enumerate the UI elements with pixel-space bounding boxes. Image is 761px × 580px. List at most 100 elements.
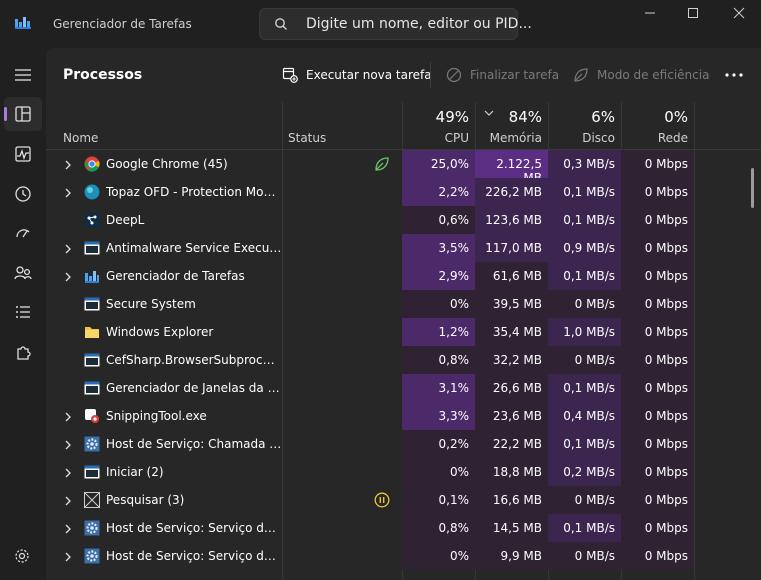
main-panel: Processos Executar nova tarefa Finalizar… [46, 48, 761, 580]
disk-value: 0,1 MB/s [548, 178, 621, 206]
speedometer-icon [16, 229, 30, 238]
process-name: Iniciar (2) [106, 465, 164, 479]
table-row[interactable]: Host de Serviço: Chamada de ... 0,2% 22,2 … [46, 430, 761, 458]
expand-chevron-icon[interactable] [65, 187, 71, 201]
cpu-value: 0% [402, 542, 475, 570]
window-app-icon [84, 296, 100, 312]
cpu-total-percent: 49% [435, 108, 469, 126]
table-row[interactable]: DeepL 0,6% 123,6 MB 0,1 MB/s 0 Mbps [46, 206, 761, 234]
process-name: Host de Serviço: Serviço de Re... [106, 521, 282, 535]
nav-app-history[interactable] [4, 177, 42, 211]
hamburger-menu-button[interactable] [4, 58, 42, 92]
table-row[interactable]: Windows Explorer 1,2% 35,4 MB 1,0 MB/s 0 Mbp… [46, 318, 761, 346]
end-task-button[interactable]: Finalizar tarefa [446, 64, 559, 86]
network-value: 0 Mbps [621, 206, 694, 234]
expand-chevron-icon[interactable] [65, 243, 71, 257]
maximize-button[interactable] [676, 4, 710, 24]
search-input[interactable]: Digite um nome, editor ou PID... [306, 16, 532, 32]
column-header-cpu[interactable]: 49% CPU [435, 108, 469, 145]
table-header: Nome Status 49% CPU 84% Memória 6% Disco… [46, 102, 761, 150]
table-row[interactable]: Iniciar (2) 0% 18,8 MB 0,2 MB/s 0 Mbps [46, 458, 761, 486]
search-app-icon [84, 492, 100, 508]
expand-chevron-icon[interactable] [65, 495, 71, 509]
nav-startup-apps[interactable] [4, 216, 42, 250]
table-row[interactable]: Antimalware Service Executable 3,5% 117,0 … [46, 234, 761, 262]
table-row[interactable]: Pesquisar (3) 0,1% 16,6 MB 0 MB/s 0 Mbps [46, 486, 761, 514]
cpu-value: 0,8% [402, 514, 475, 542]
vertical-scrollbar[interactable] [751, 168, 754, 208]
expand-chevron-icon[interactable] [65, 551, 71, 565]
process-name: DeepL [106, 213, 145, 227]
table-row[interactable]: SnippingTool.exe 3,3% 23,6 MB 0,4 MB/s 0 Mbp… [46, 402, 761, 430]
memory-value: 123,6 MB [475, 206, 548, 234]
nav-details[interactable] [4, 295, 42, 329]
cpu-value: 2,2% [402, 178, 475, 206]
more-icon [725, 73, 743, 77]
title-bar: Gerenciador de Tarefas Digite um nome, e… [0, 0, 761, 48]
sort-descending-chevron-icon [484, 105, 494, 119]
search-box[interactable]: Digite um nome, editor ou PID... [259, 8, 532, 40]
toolbar: Processos Executar nova tarefa Finalizar… [46, 48, 761, 102]
table-row[interactable]: Google Chrome (45) 25,0%2.122,5 MB0,3 MB/… [46, 150, 761, 185]
network-value: 0 Mbps [621, 150, 694, 178]
network-value: 0 Mbps [621, 290, 694, 318]
table-row[interactable]: Topaz OFD - Protection Modu... 2,2% 226,2 … [46, 178, 761, 206]
process-name: SnippingTool.exe [106, 409, 207, 423]
process-name: Windows Explorer [106, 325, 214, 339]
expand-chevron-icon[interactable] [65, 271, 71, 285]
minimize-button[interactable] [633, 4, 667, 24]
expand-chevron-icon[interactable] [65, 523, 71, 537]
expand-chevron-icon[interactable] [65, 159, 71, 173]
close-button[interactable] [722, 4, 756, 24]
sidebar [0, 48, 46, 580]
column-header-network[interactable]: 0% Rede [657, 108, 688, 145]
nav-performance[interactable] [4, 137, 42, 171]
process-name: Topaz OFD - Protection Modu... [106, 185, 282, 199]
disk-value: 0,4 MB/s [548, 402, 621, 430]
network-value: 0 Mbps [621, 178, 694, 206]
cpu-value: 0,6% [402, 206, 475, 234]
expand-chevron-icon[interactable] [65, 411, 71, 425]
disk-value: 0,1 MB/s [548, 206, 621, 234]
memory-value: 117,0 MB [475, 234, 548, 262]
column-separator [694, 102, 695, 580]
process-name: Antimalware Service Executable [106, 241, 282, 255]
table-row[interactable]: Secure System 0% 39,5 MB 0 MB/s 0 Mbps [46, 290, 761, 318]
column-header-status[interactable]: Status [288, 131, 327, 145]
table-row[interactable]: Gerenciador de Janelas da Áre... 3,1% 26,6… [46, 374, 761, 402]
expand-chevron-icon[interactable] [65, 439, 71, 453]
table-row[interactable]: Gerenciador de Tarefas 2,9% 61,6 MB 0,1 MB/… [46, 262, 761, 290]
memory-value: 226,2 MB [475, 178, 548, 206]
disk-value: 0,2 MB/s [548, 458, 621, 486]
window-app-icon [84, 352, 100, 368]
cpu-value: 0,8% [402, 346, 475, 374]
window-app-icon [84, 380, 100, 396]
table-row[interactable]: CefSharp.BrowserSubprocess 0,8% 32,2 MB 0 M… [46, 346, 761, 374]
table-row[interactable]: Host de Serviço: Serviço de Po... 0% 9,9 M… [46, 542, 761, 570]
network-value: 0 Mbps [621, 318, 694, 346]
network-value: 0 Mbps [621, 514, 694, 542]
nav-services[interactable] [4, 336, 42, 370]
new-task-icon [282, 67, 298, 83]
nav-users[interactable] [4, 256, 42, 290]
memory-value: 23,6 MB [475, 402, 548, 430]
nav-processes[interactable] [4, 97, 42, 131]
cpu-value: 0,1% [402, 486, 475, 514]
column-header-name[interactable]: Nome [63, 131, 99, 145]
cpu-value: 0% [402, 458, 475, 486]
column-header-memory[interactable]: 84% Memória [489, 108, 542, 145]
expand-chevron-icon[interactable] [65, 467, 71, 481]
close-icon [733, 7, 745, 19]
task-manager-logo-icon [14, 15, 34, 31]
table-row[interactable]: Host de Serviço: Serviço de Re... 0,8%14,… [46, 514, 761, 542]
more-options-button[interactable] [724, 67, 744, 86]
network-value: 0 Mbps [621, 458, 694, 486]
settings-button[interactable] [14, 548, 30, 567]
run-new-task-button[interactable]: Executar nova tarefa [282, 64, 432, 86]
process-name: Gerenciador de Janelas da Áre... [106, 381, 282, 395]
memory-value: 39,5 MB [475, 290, 548, 318]
leaf-icon [574, 68, 588, 82]
efficiency-mode-button[interactable]: Modo de eficiência [573, 64, 709, 86]
column-header-disk[interactable]: 6% Disco [582, 108, 615, 145]
efficiency-mode-label: Modo de eficiência [597, 68, 710, 82]
